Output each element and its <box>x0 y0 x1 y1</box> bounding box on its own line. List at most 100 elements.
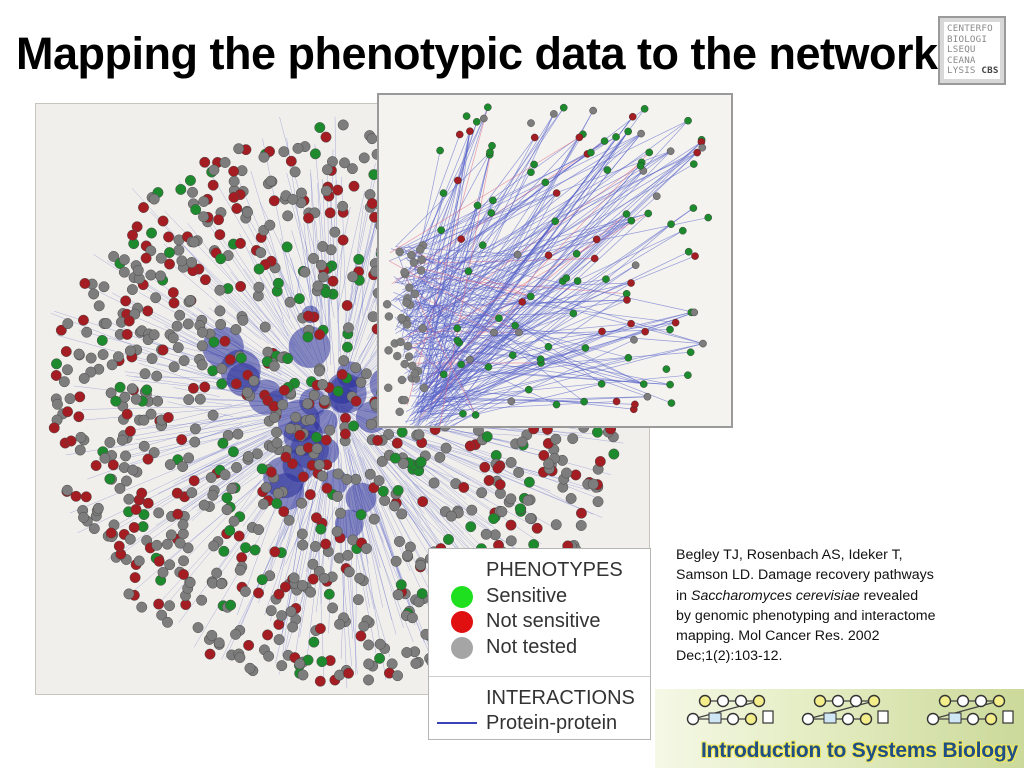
network-node <box>182 542 194 554</box>
network-node <box>662 365 671 373</box>
network-node <box>372 434 384 446</box>
network-node <box>269 412 280 423</box>
network-node <box>124 425 136 437</box>
pathway-box-icon <box>762 710 774 724</box>
network-node <box>393 351 402 361</box>
network-node <box>233 530 245 542</box>
network-node <box>242 206 253 218</box>
network-node <box>184 295 196 306</box>
network-node <box>142 305 154 317</box>
network-node <box>120 295 132 307</box>
network-node <box>323 588 335 600</box>
network-node <box>225 599 237 611</box>
network-node <box>138 414 150 426</box>
network-node <box>417 255 426 264</box>
network-node <box>305 414 316 426</box>
network-edge <box>421 113 555 368</box>
network-node <box>130 504 142 515</box>
network-node <box>496 506 508 518</box>
network-node <box>230 628 242 640</box>
network-node <box>296 497 308 509</box>
network-node <box>98 281 110 293</box>
network-node <box>335 507 346 519</box>
network-node <box>307 573 319 585</box>
network-node <box>172 508 184 520</box>
network-edge <box>424 313 574 426</box>
network-node <box>73 411 85 423</box>
network-node <box>339 157 350 169</box>
network-node <box>282 353 294 365</box>
network-node <box>488 513 500 525</box>
network-node <box>110 395 122 407</box>
network-node <box>145 408 157 420</box>
network-node <box>114 381 126 393</box>
logo-line-2: BIOLOGI <box>947 33 988 45</box>
network-node <box>483 475 495 486</box>
citation-line: by genomic phenotyping and interactome <box>676 607 936 624</box>
network-node <box>397 458 409 469</box>
network-node <box>612 397 621 406</box>
network-edge <box>394 212 492 284</box>
network-node <box>183 394 195 406</box>
network-edge <box>77 449 251 534</box>
network-node <box>214 284 226 296</box>
network-node <box>178 568 189 580</box>
network-node <box>627 319 635 328</box>
network-edge <box>262 138 295 296</box>
network-node <box>188 475 200 487</box>
network-edge <box>414 221 556 395</box>
network-node <box>248 375 260 387</box>
network-node <box>80 491 92 503</box>
network-node <box>311 442 323 454</box>
network-node <box>590 254 599 263</box>
network-node <box>612 133 620 141</box>
network-node <box>207 365 219 377</box>
network-node <box>121 328 133 340</box>
pathway-node-icon <box>926 712 940 726</box>
network-node <box>693 148 701 157</box>
network-edge <box>131 188 260 329</box>
network-edge <box>401 118 485 285</box>
network-node <box>175 183 187 195</box>
network-node <box>269 546 281 558</box>
pathway-box-icon <box>823 712 837 724</box>
network-node <box>118 266 130 278</box>
network-node <box>317 241 329 252</box>
network-node <box>527 168 535 177</box>
network-node <box>346 163 358 175</box>
network-node <box>230 324 242 335</box>
network-node <box>233 143 245 155</box>
network-node <box>232 428 244 440</box>
network-node <box>123 315 135 327</box>
legend-interaction-label: Protein-protein <box>486 712 618 734</box>
network-node <box>364 189 376 201</box>
network-node <box>415 456 427 468</box>
network-node <box>538 449 550 461</box>
network-node <box>550 433 562 445</box>
citation-line: Samson LD. Damage recovery pathways <box>676 567 934 584</box>
network-node <box>297 539 309 551</box>
network-node <box>465 521 477 533</box>
network-node <box>127 464 139 476</box>
network-node <box>217 437 229 449</box>
network-node <box>402 320 412 329</box>
network-node <box>350 395 362 407</box>
network-node <box>51 358 62 370</box>
pathway-node-icon <box>726 712 740 726</box>
network-node <box>167 332 179 344</box>
pathway-link <box>692 700 760 720</box>
network-node <box>334 618 345 630</box>
network-node <box>64 393 76 405</box>
network-node <box>320 538 332 550</box>
network-node <box>317 271 329 283</box>
network-node <box>58 376 70 388</box>
network-node <box>575 133 584 142</box>
network-node <box>603 166 612 174</box>
not-tested-dot-icon <box>451 637 473 659</box>
network-node <box>290 411 302 423</box>
network-node <box>457 235 466 243</box>
network-node <box>65 435 77 447</box>
network-edge <box>433 386 634 410</box>
network-node <box>294 658 306 670</box>
network-node <box>157 215 169 227</box>
